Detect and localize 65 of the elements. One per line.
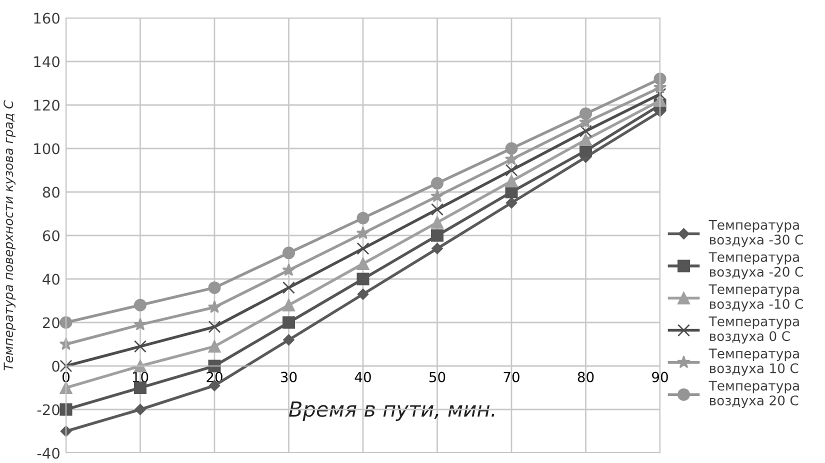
y-tick-label: 20 <box>42 317 60 328</box>
point <box>431 229 444 242</box>
y-tick-label: 60 <box>42 230 60 242</box>
point <box>208 340 221 353</box>
legend-label: Температура воздуха 20 С <box>708 380 799 408</box>
legend-label: Температура воздуха -10 С <box>708 284 803 312</box>
point <box>505 142 518 155</box>
x-tick-label: 40 <box>354 372 371 382</box>
point <box>134 340 146 353</box>
y-tick-label: -40 <box>37 448 60 459</box>
point <box>134 382 146 394</box>
point <box>134 404 146 416</box>
point <box>134 318 147 330</box>
y-tick-label: 140 <box>34 56 60 68</box>
point <box>505 164 518 176</box>
point <box>208 360 221 372</box>
point <box>580 107 592 120</box>
point <box>134 298 146 312</box>
x-tick-label: 80 <box>578 372 594 382</box>
y-tick-label: 160 <box>34 12 60 24</box>
point <box>431 177 444 190</box>
point <box>60 426 72 437</box>
point <box>283 334 294 346</box>
y-tick-label: 120 <box>34 100 60 111</box>
point <box>357 288 369 300</box>
point <box>356 212 370 224</box>
point <box>356 258 370 270</box>
point <box>506 197 518 208</box>
point <box>432 242 443 254</box>
point <box>208 281 221 294</box>
point <box>282 298 295 312</box>
legend-label: Температура воздуха 10 С <box>708 348 799 376</box>
point <box>356 226 370 240</box>
y-tick-label: -20 <box>37 404 60 416</box>
y-tick-label: 80 <box>42 186 60 198</box>
point <box>208 320 221 334</box>
legend-label: Температура воздуха 0 С <box>708 316 799 344</box>
x-tick-label: 70 <box>504 372 520 382</box>
point <box>208 300 222 314</box>
point <box>430 189 444 202</box>
legend-label: Температура воздуха -20 С <box>708 252 803 280</box>
point <box>134 360 146 372</box>
point <box>282 246 295 260</box>
point <box>356 242 370 255</box>
legend-label: Температура воздуха -30 С <box>708 220 803 248</box>
y-tick-label: 100 <box>34 143 60 154</box>
point <box>282 316 295 329</box>
point <box>431 216 444 229</box>
point <box>282 263 296 276</box>
point <box>580 124 592 138</box>
point <box>60 403 72 416</box>
y-tick-label: 40 <box>42 274 60 285</box>
x-tick-label: 90 <box>652 372 668 382</box>
y-axis-title: Температура поверхности кузова град С <box>4 100 16 370</box>
point <box>505 174 518 188</box>
point <box>580 134 592 146</box>
y-tick-label: 0 <box>52 360 60 372</box>
point <box>60 360 72 372</box>
point <box>431 203 444 216</box>
point <box>356 272 370 286</box>
point <box>60 316 72 329</box>
x-tick-label: 50 <box>429 372 446 382</box>
point <box>282 281 295 294</box>
x-tick-label: 30 <box>280 372 297 382</box>
point <box>60 382 72 394</box>
